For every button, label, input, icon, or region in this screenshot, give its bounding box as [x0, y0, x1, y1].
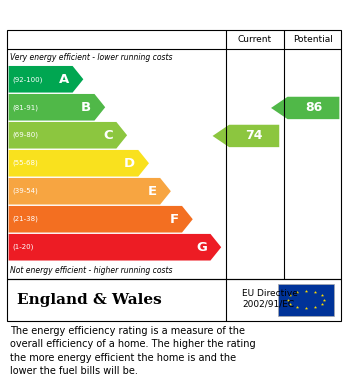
Polygon shape	[9, 178, 171, 204]
Text: 86: 86	[305, 101, 322, 115]
Text: The energy efficiency rating is a measure of the
overall efficiency of a home. T: The energy efficiency rating is a measur…	[10, 326, 256, 376]
Text: Potential: Potential	[293, 35, 333, 44]
Polygon shape	[9, 66, 83, 93]
Polygon shape	[271, 97, 339, 119]
Text: (39-54): (39-54)	[12, 188, 38, 194]
Text: (1-20): (1-20)	[12, 244, 33, 251]
Polygon shape	[9, 234, 221, 260]
Text: (21-38): (21-38)	[12, 216, 38, 222]
Polygon shape	[9, 150, 149, 177]
FancyBboxPatch shape	[278, 284, 334, 316]
Text: England & Wales: England & Wales	[17, 293, 162, 307]
Text: F: F	[169, 213, 179, 226]
Text: 74: 74	[245, 129, 263, 142]
Text: C: C	[103, 129, 113, 142]
Text: EU Directive
2002/91/EC: EU Directive 2002/91/EC	[243, 289, 298, 308]
Text: Current: Current	[238, 35, 272, 44]
Text: B: B	[81, 101, 91, 114]
Polygon shape	[213, 125, 279, 147]
Text: G: G	[196, 241, 207, 254]
Text: (92-100): (92-100)	[12, 76, 42, 83]
Text: Very energy efficient - lower running costs: Very energy efficient - lower running co…	[10, 53, 173, 62]
Text: (69-80): (69-80)	[12, 132, 38, 138]
Text: (81-91): (81-91)	[12, 104, 38, 111]
Text: Not energy efficient - higher running costs: Not energy efficient - higher running co…	[10, 266, 173, 275]
Polygon shape	[9, 206, 193, 233]
Text: D: D	[124, 157, 135, 170]
Text: A: A	[59, 73, 69, 86]
Text: (55-68): (55-68)	[12, 160, 38, 167]
Text: E: E	[148, 185, 157, 198]
Polygon shape	[9, 122, 127, 149]
Polygon shape	[9, 94, 105, 120]
Text: Energy Efficiency Rating: Energy Efficiency Rating	[17, 7, 219, 23]
